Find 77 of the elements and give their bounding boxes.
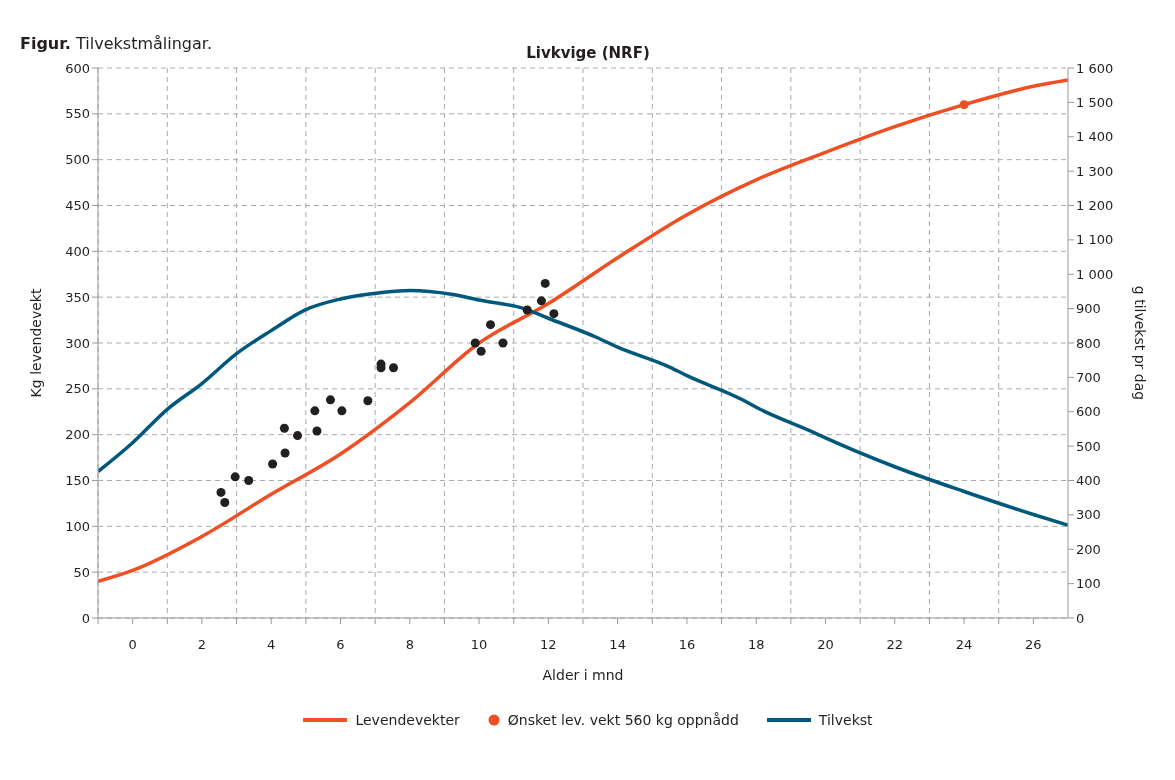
line-series bbox=[98, 288, 1068, 527]
point bbox=[325, 395, 335, 405]
x-tick-label: 20 bbox=[817, 637, 834, 653]
legend-label: Ønsket lev. vekt 560 kg oppnådd bbox=[506, 712, 739, 728]
x-tick-label: 8 bbox=[405, 637, 414, 653]
x-tick-label: 24 bbox=[955, 637, 973, 653]
y2-tick-label: 400 bbox=[1076, 473, 1101, 489]
text: Figur. Tilvekstmålingar. bbox=[20, 34, 212, 53]
y-tick-label: 200 bbox=[65, 427, 90, 443]
point bbox=[476, 346, 486, 356]
y-tick-label: 150 bbox=[65, 473, 90, 489]
y-tick-label: 450 bbox=[65, 198, 90, 214]
y-tick-label: 500 bbox=[65, 152, 90, 168]
point bbox=[959, 100, 969, 110]
y2-tick-label: 1 200 bbox=[1076, 198, 1114, 214]
x-tick-label: 18 bbox=[747, 637, 765, 653]
x-tick-label: 22 bbox=[886, 637, 904, 653]
y2-tick-label: 1 100 bbox=[1076, 232, 1114, 248]
x-tick-label: 14 bbox=[609, 637, 626, 653]
y2-tick-label: 1 300 bbox=[1076, 163, 1114, 179]
y2-tick-label: 1 000 bbox=[1076, 266, 1114, 282]
point bbox=[536, 296, 546, 306]
point bbox=[498, 338, 508, 348]
point bbox=[216, 487, 226, 497]
x-axis-title: Alder i mnd bbox=[542, 667, 624, 683]
point bbox=[485, 320, 496, 330]
y2-tick-label: 1 600 bbox=[1076, 60, 1114, 76]
y2-tick-label: 100 bbox=[1076, 576, 1101, 592]
point bbox=[540, 278, 550, 288]
point bbox=[244, 475, 254, 486]
point bbox=[310, 406, 320, 416]
y2-axis-title: g tilvekst pr dag bbox=[1132, 285, 1149, 401]
y-tick-label: 600 bbox=[65, 60, 90, 76]
point bbox=[268, 459, 278, 469]
y2-tick-label: 200 bbox=[1076, 541, 1101, 557]
y-tick-label: 400 bbox=[65, 243, 90, 259]
point bbox=[522, 305, 532, 315]
y-tick-label: 100 bbox=[65, 518, 90, 534]
y-tick-label: 50 bbox=[73, 564, 90, 580]
point bbox=[230, 472, 240, 482]
x-tick-label: 6 bbox=[336, 637, 345, 653]
y-tick-label: 350 bbox=[65, 289, 90, 305]
y2-tick-label: 300 bbox=[1076, 507, 1101, 523]
y-tick-label: 0 bbox=[81, 610, 90, 626]
x-tick-label: 0 bbox=[128, 637, 137, 653]
x-tick-label: 2 bbox=[197, 637, 207, 653]
point bbox=[280, 448, 290, 458]
y2-tick-label: 900 bbox=[1076, 301, 1101, 317]
x-tick-label: 4 bbox=[267, 637, 276, 653]
point bbox=[388, 363, 399, 373]
y-tick-label: 300 bbox=[65, 335, 90, 351]
y2-tick-label: 500 bbox=[1076, 438, 1101, 454]
point bbox=[337, 406, 347, 416]
y2-tick-label: 1 400 bbox=[1076, 129, 1114, 145]
x-tick-label: 16 bbox=[678, 637, 696, 653]
legend-label: Tilvekst bbox=[817, 712, 873, 728]
x-tick-label: 10 bbox=[470, 637, 488, 653]
y-tick-label: 250 bbox=[65, 381, 90, 397]
y-axis-title: Kg levendevekt bbox=[27, 288, 44, 398]
y2-tick-label: 600 bbox=[1076, 404, 1101, 420]
y2-tick-label: 1 500 bbox=[1076, 94, 1114, 110]
point bbox=[312, 426, 322, 436]
line-series bbox=[98, 78, 1068, 584]
point bbox=[470, 338, 480, 348]
y-tick-label: 550 bbox=[65, 106, 90, 122]
y2-tick-label: 800 bbox=[1076, 335, 1101, 351]
point bbox=[549, 309, 559, 319]
point bbox=[293, 431, 303, 441]
point bbox=[279, 423, 289, 433]
y2-tick-label: 700 bbox=[1076, 369, 1101, 385]
point bbox=[363, 396, 373, 406]
x-tick-label: 26 bbox=[1025, 637, 1042, 653]
point bbox=[220, 497, 230, 508]
x-tick-label: 12 bbox=[540, 637, 557, 653]
legend-label: Levendevekter bbox=[354, 712, 460, 728]
y2-tick-label: 0 bbox=[1076, 610, 1085, 626]
chart-title: Livkvige (NRF) bbox=[526, 44, 650, 62]
